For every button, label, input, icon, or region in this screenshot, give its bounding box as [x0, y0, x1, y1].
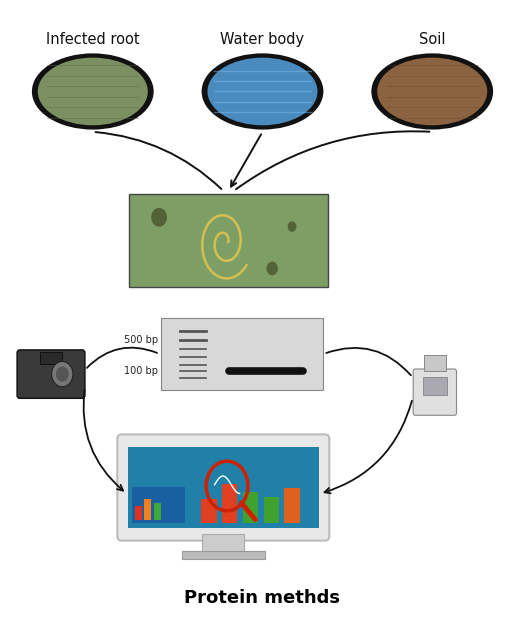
FancyBboxPatch shape [154, 504, 161, 520]
Ellipse shape [37, 57, 149, 126]
FancyBboxPatch shape [132, 487, 185, 522]
FancyBboxPatch shape [285, 489, 300, 522]
FancyBboxPatch shape [40, 352, 61, 364]
Circle shape [151, 208, 167, 227]
Circle shape [267, 261, 278, 275]
Text: 500 bp: 500 bp [124, 334, 158, 344]
Text: Soil: Soil [419, 32, 446, 47]
FancyBboxPatch shape [182, 551, 265, 558]
FancyBboxPatch shape [201, 499, 217, 522]
FancyBboxPatch shape [424, 355, 446, 371]
FancyBboxPatch shape [17, 350, 85, 398]
Circle shape [56, 366, 69, 382]
Circle shape [51, 361, 73, 387]
FancyBboxPatch shape [203, 534, 244, 553]
FancyBboxPatch shape [423, 378, 447, 395]
Circle shape [288, 222, 297, 232]
Text: 100 bp: 100 bp [124, 366, 158, 376]
Ellipse shape [207, 57, 318, 126]
Ellipse shape [33, 54, 153, 129]
FancyBboxPatch shape [135, 507, 142, 520]
FancyBboxPatch shape [128, 447, 319, 528]
Ellipse shape [372, 54, 492, 129]
Ellipse shape [376, 57, 488, 126]
FancyBboxPatch shape [264, 497, 279, 522]
FancyBboxPatch shape [129, 194, 328, 287]
FancyBboxPatch shape [161, 318, 322, 389]
FancyBboxPatch shape [144, 499, 151, 520]
FancyBboxPatch shape [117, 434, 329, 540]
FancyBboxPatch shape [243, 492, 258, 522]
FancyBboxPatch shape [222, 484, 237, 522]
Text: Water body: Water body [220, 32, 304, 47]
Text: Protein methds: Protein methds [184, 589, 341, 607]
Text: Infected root: Infected root [46, 32, 140, 47]
Ellipse shape [203, 54, 322, 129]
FancyBboxPatch shape [413, 369, 457, 416]
